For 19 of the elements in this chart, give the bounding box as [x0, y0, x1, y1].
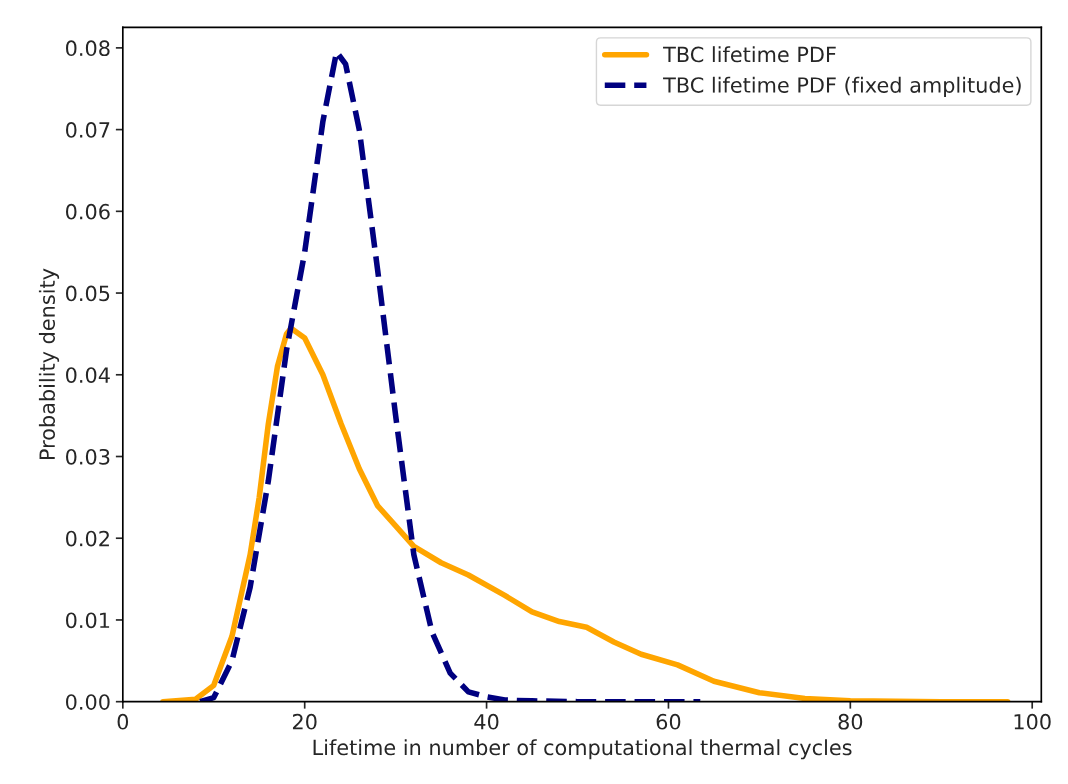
y-tick-label: 0.05 [66, 285, 110, 302]
y-tick-label: 0.02 [66, 530, 109, 547]
y-tick-label: 0.00 [66, 694, 110, 710]
y-tick-label: 0.08 [66, 40, 110, 57]
y-tick-label: 0.04 [66, 367, 110, 383]
x-tick-label: 100 [1014, 713, 1051, 730]
x-tick-label: 0 [117, 713, 129, 730]
x-tick-label: 60 [656, 713, 681, 730]
legend-label: TBC lifetime PDF (fixed amplitude) [663, 76, 1021, 97]
y-tick-label: 0.01 [66, 612, 110, 629]
x-axis-title: Lifetime in number of computational thermal cycles [313, 739, 852, 760]
x-tick-label: 40 [474, 713, 499, 730]
x-tick-label: 20 [292, 713, 317, 730]
legend-label: TBC lifetime PDF [663, 46, 836, 63]
y-axis-title: Probability density [38, 268, 60, 460]
y-tick-label: 0.07 [66, 122, 110, 138]
y-tick-label: 0.03 [66, 448, 110, 465]
y-tick-label: 0.06 [66, 203, 110, 220]
x-tick-label: 80 [838, 713, 863, 730]
